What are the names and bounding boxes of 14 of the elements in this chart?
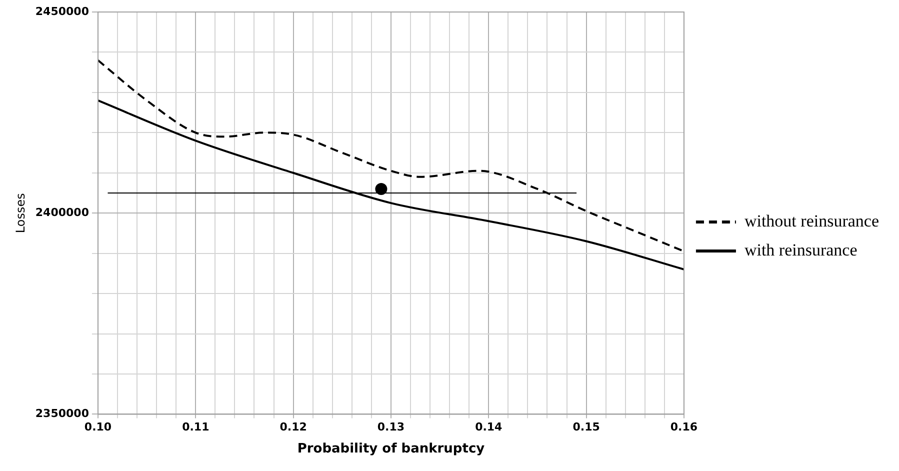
x-tick-label: 0.13 [377, 420, 405, 434]
y-tick-label: 2350000 [35, 407, 90, 420]
x-tick-label: 0.11 [182, 420, 210, 434]
y-axis-title: Losses [13, 193, 28, 234]
x-tick-label: 0.12 [280, 420, 307, 434]
legend-label: with reinsurance [744, 240, 858, 260]
y-tick-label: 2450000 [35, 4, 90, 18]
x-tick-label: 0.10 [84, 420, 112, 434]
x-tick-label: 0.16 [670, 420, 698, 434]
x-tick-label: 0.15 [572, 420, 600, 434]
y-tick-label: 2400000 [35, 206, 90, 219]
legend-label: without reinsurance [744, 211, 880, 230]
x-axis-title: Probability of bankruptcy [297, 442, 486, 457]
x-tick-label: 0.14 [475, 420, 503, 434]
